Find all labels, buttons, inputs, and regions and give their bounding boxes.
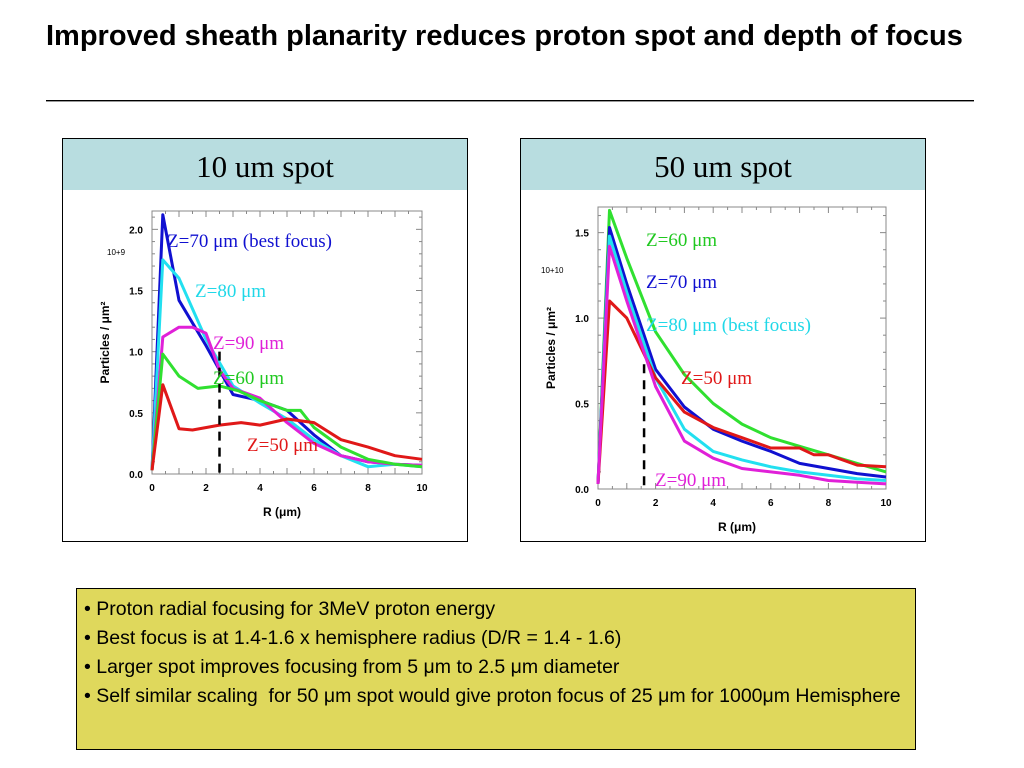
series-line xyxy=(596,244,887,486)
x-axis-label: R (μm) xyxy=(263,505,301,519)
series-annotation: Z=80 μm xyxy=(195,281,266,302)
x-tick-label: 10 xyxy=(880,498,892,509)
chart-panel-header: 10 um spot xyxy=(63,139,467,190)
y-tick-label: 0.0 xyxy=(575,485,589,496)
y-tick-label: 1.5 xyxy=(129,287,143,298)
series-annotation: Z=70 μm xyxy=(646,272,717,293)
series-annotation: Z=50 μm xyxy=(681,368,752,389)
y-multiplier-label: 10+10 xyxy=(541,266,564,275)
chart-50um-spot: 0 2 4 6 8 10 0.0 0.5 1.0 1.5 10+10 R (μm) Particles … xyxy=(541,206,892,534)
y-multiplier-label: 10+9 xyxy=(107,248,126,257)
chart-panel-10um: 10 um spot 0 2 4 6 8 10 0.0 0.5 1.0 1.5 2.0 10+9 R (… xyxy=(62,138,468,542)
note-line: • Proton radial focusing for 3MeV proton… xyxy=(84,598,496,620)
notes-box: • Proton radial focusing for 3MeV proton… xyxy=(76,588,916,750)
y-tick-label: 0.0 xyxy=(129,470,143,481)
x-tick-label: 2 xyxy=(653,498,659,509)
title-divider xyxy=(46,100,974,102)
x-tick-label: 4 xyxy=(710,498,716,509)
series-annotation: Z=90 μm xyxy=(655,470,726,491)
series-annotation: Z=80 μm (best focus) xyxy=(646,315,811,336)
series-annotation: Z=60 μm xyxy=(646,230,717,251)
x-tick-label: 6 xyxy=(311,483,317,494)
series-line xyxy=(596,234,887,484)
x-tick-label: 0 xyxy=(595,498,601,509)
series-line xyxy=(150,383,423,471)
x-tick-label: 6 xyxy=(768,498,774,509)
series-annotation: Z=90 μm xyxy=(213,333,284,354)
y-tick-label: 2.0 xyxy=(129,225,143,236)
series-line xyxy=(150,213,423,471)
x-tick-label: 4 xyxy=(257,483,263,494)
series-annotation: Z=50 μm xyxy=(247,435,318,456)
y-axis-label: Particles / μm² xyxy=(98,301,112,383)
y-tick-label: 1.0 xyxy=(129,348,143,359)
x-tick-label: 0 xyxy=(149,483,155,494)
series-line xyxy=(596,226,887,484)
note-line: • Self similar scaling for 50 μm spot wo… xyxy=(84,685,901,707)
x-tick-label: 10 xyxy=(416,483,428,494)
x-tick-label: 2 xyxy=(203,483,209,494)
series-annotation: Z=70 μm (best focus) xyxy=(167,231,332,252)
y-tick-label: 1.5 xyxy=(575,229,589,240)
y-tick-label: 0.5 xyxy=(575,400,589,411)
series-line xyxy=(150,352,423,471)
series-annotation: Z=60 μm xyxy=(213,368,284,389)
x-tick-label: 8 xyxy=(826,498,832,509)
y-tick-label: 1.0 xyxy=(575,314,589,325)
series-line xyxy=(596,299,887,484)
y-tick-label: 0.5 xyxy=(129,409,143,420)
chart-10um-spot: 0 2 4 6 8 10 0.0 0.5 1.0 1.5 2.0 10+9 R (μm) Particle… xyxy=(98,210,428,519)
x-tick-label: 8 xyxy=(365,483,371,494)
note-line: • Best focus is at 1.4-1.6 x hemisphere … xyxy=(84,627,622,649)
chart-panel-header: 50 um spot xyxy=(521,139,925,190)
note-line: • Larger spot improves focusing from 5 μ… xyxy=(84,656,620,678)
slide-title: Improved sheath planarity reduces proton… xyxy=(46,20,963,52)
chart-panel-50um: 50 um spot 0 2 4 6 8 10 0.0 0.5 1.0 1.5 10+10 R (μm… xyxy=(520,138,926,542)
y-axis-label: Particles / μm² xyxy=(544,307,558,389)
x-axis-label: R (μm) xyxy=(718,520,756,534)
